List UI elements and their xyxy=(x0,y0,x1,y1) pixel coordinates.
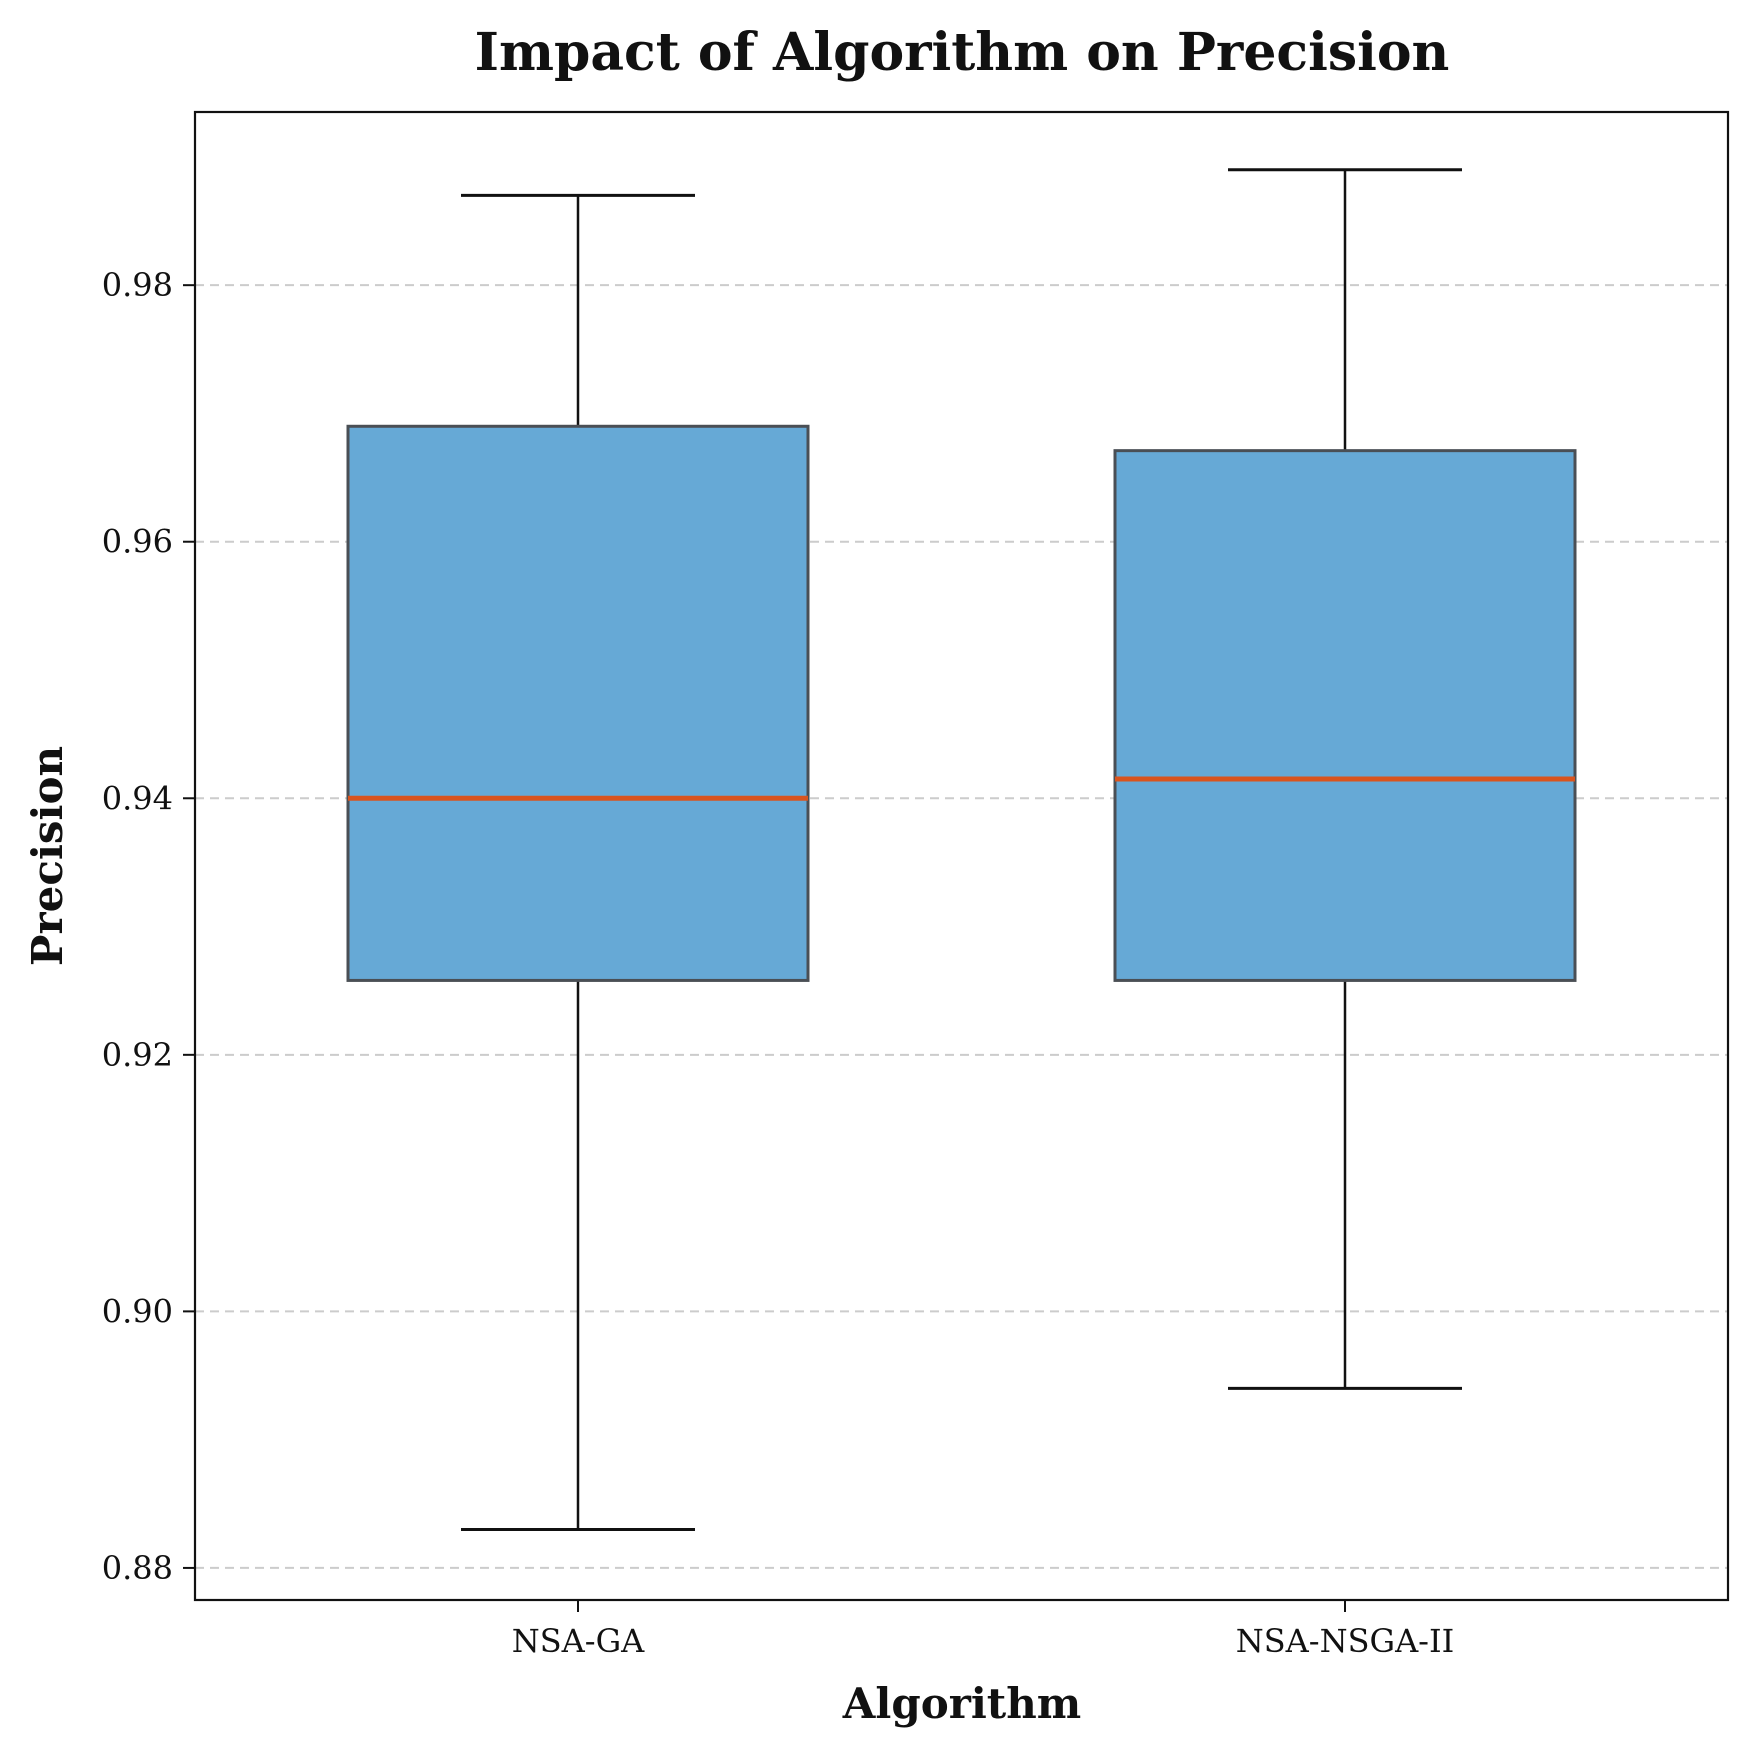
y-axis-label: Precision xyxy=(23,746,72,966)
ticks: 0.88 0.90 0.92 0.94 0.96 0.98 NSA-GA NSA-NSGA-I… xyxy=(102,266,1455,1660)
y-tick-label: 0.92 xyxy=(102,1036,173,1074)
x-axis-label: Algorithm xyxy=(842,1679,1081,1728)
x-tick-label: NSA-NSGA-II xyxy=(1236,1622,1455,1660)
iqr-box xyxy=(346,424,810,982)
y-tick-label: 0.94 xyxy=(102,779,173,817)
y-tick-label: 0.90 xyxy=(102,1292,173,1330)
chart-title: Impact of Algorithm on Precision xyxy=(475,22,1450,83)
y-tick-label: 0.96 xyxy=(102,523,173,561)
y-tick-label: 0.88 xyxy=(102,1549,173,1587)
x-tick-label: NSA-GA xyxy=(512,1622,645,1660)
boxes xyxy=(346,168,1577,1531)
iqr-box xyxy=(1113,449,1577,982)
plot-frame xyxy=(193,110,1730,1602)
box-group xyxy=(346,193,810,1531)
y-tick-label: 0.98 xyxy=(102,266,173,304)
box-group xyxy=(1113,168,1577,1390)
